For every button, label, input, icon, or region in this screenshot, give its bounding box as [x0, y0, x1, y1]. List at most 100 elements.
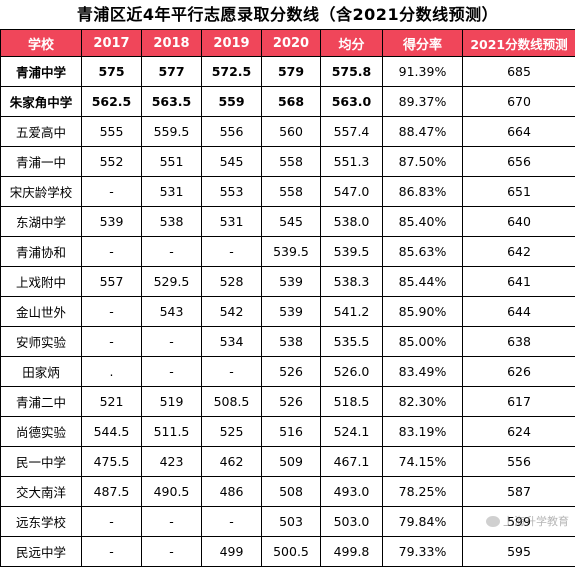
header-school: 学校	[1, 30, 82, 57]
cell-2017: 521	[82, 387, 142, 417]
cell-2017: -	[82, 177, 142, 207]
cell-average: 499.8	[321, 537, 383, 567]
cell-2020: 538	[262, 327, 321, 357]
cell-2021-prediction: 599	[463, 507, 575, 537]
cell-2017: 557	[82, 267, 142, 297]
cell-2021-prediction: 626	[463, 357, 575, 387]
table-header-row: 学校 2017 2018 2019 2020 均分 得分率 2021分数线预测	[1, 30, 575, 57]
cell-2020: 539.5	[262, 237, 321, 267]
cell-2017: 562.5	[82, 87, 142, 117]
cell-2019: -	[202, 507, 262, 537]
cell-2021-prediction: 644	[463, 297, 575, 327]
cell-2020: 539	[262, 267, 321, 297]
cell-average: 518.5	[321, 387, 383, 417]
cell-2018: -	[142, 237, 202, 267]
cell-2019: 553	[202, 177, 262, 207]
cell-2021-prediction: 624	[463, 417, 575, 447]
cell-school: 宋庆龄学校	[1, 177, 82, 207]
cell-average: 547.0	[321, 177, 383, 207]
cell-score-rate: 89.37%	[383, 87, 463, 117]
cell-school: 青浦中学	[1, 57, 82, 87]
cell-2019: 531	[202, 207, 262, 237]
cell-2019: 486	[202, 477, 262, 507]
cell-2020: 526	[262, 357, 321, 387]
cell-2018: 519	[142, 387, 202, 417]
cell-2019: 556	[202, 117, 262, 147]
cell-2019: 542	[202, 297, 262, 327]
cell-2018: 538	[142, 207, 202, 237]
cell-2020: 558	[262, 177, 321, 207]
cell-2019: -	[202, 237, 262, 267]
header-average: 均分	[321, 30, 383, 57]
cell-school: 尚德实验	[1, 417, 82, 447]
cell-school: 交大南洋	[1, 477, 82, 507]
cell-score-rate: 87.50%	[383, 147, 463, 177]
cell-2018: 563.5	[142, 87, 202, 117]
cell-2018: 529.5	[142, 267, 202, 297]
header-2020: 2020	[262, 30, 321, 57]
cell-2020: 558	[262, 147, 321, 177]
cell-average: 551.3	[321, 147, 383, 177]
cell-school: 青浦一中	[1, 147, 82, 177]
cell-score-rate: 85.40%	[383, 207, 463, 237]
cell-2021-prediction: 640	[463, 207, 575, 237]
cell-score-rate: 79.84%	[383, 507, 463, 537]
cell-average: 524.1	[321, 417, 383, 447]
cell-2018: 490.5	[142, 477, 202, 507]
cell-2021-prediction: 664	[463, 117, 575, 147]
cell-school: 远东学校	[1, 507, 82, 537]
cell-score-rate: 85.44%	[383, 267, 463, 297]
cell-2017: 475.5	[82, 447, 142, 477]
cell-score-rate: 74.15%	[383, 447, 463, 477]
cell-2019: 499	[202, 537, 262, 567]
cell-score-rate: 79.33%	[383, 537, 463, 567]
cell-2020: 526	[262, 387, 321, 417]
cell-2018: 531	[142, 177, 202, 207]
cell-school: 朱家角中学	[1, 87, 82, 117]
cell-score-rate: 86.83%	[383, 177, 463, 207]
cell-2017: -	[82, 507, 142, 537]
cell-2021-prediction: 641	[463, 267, 575, 297]
cell-average: 526.0	[321, 357, 383, 387]
cell-score-rate: 83.19%	[383, 417, 463, 447]
cell-2017: 575	[82, 57, 142, 87]
cell-2019: 559	[202, 87, 262, 117]
cell-2018: -	[142, 507, 202, 537]
cell-2021-prediction: 595	[463, 537, 575, 567]
cell-2020: 560	[262, 117, 321, 147]
cell-school: 金山世外	[1, 297, 82, 327]
cell-school: 五爱高中	[1, 117, 82, 147]
cell-score-rate: 82.30%	[383, 387, 463, 417]
cell-2018: -	[142, 327, 202, 357]
cell-2017: -	[82, 327, 142, 357]
cell-2017: .	[82, 357, 142, 387]
page-title: 青浦区近4年平行志愿录取分数线（含2021分数线预测）	[0, 0, 575, 29]
cell-average: 575.8	[321, 57, 383, 87]
cell-school: 东湖中学	[1, 207, 82, 237]
cell-average: 539.5	[321, 237, 383, 267]
cell-2020: 503	[262, 507, 321, 537]
cell-2020: 568	[262, 87, 321, 117]
cell-score-rate: 85.00%	[383, 327, 463, 357]
score-table: 学校 2017 2018 2019 2020 均分 得分率 2021分数线预测 …	[0, 29, 575, 567]
header-2017: 2017	[82, 30, 142, 57]
cell-2017: 544.5	[82, 417, 142, 447]
cell-average: 503.0	[321, 507, 383, 537]
cell-school: 青浦二中	[1, 387, 82, 417]
cell-2021-prediction: 651	[463, 177, 575, 207]
header-2018: 2018	[142, 30, 202, 57]
cell-2021-prediction: 638	[463, 327, 575, 357]
cell-2018: 577	[142, 57, 202, 87]
cell-2017: -	[82, 237, 142, 267]
cell-2021-prediction: 685	[463, 57, 575, 87]
cell-2020: 545	[262, 207, 321, 237]
cell-average: 538.0	[321, 207, 383, 237]
